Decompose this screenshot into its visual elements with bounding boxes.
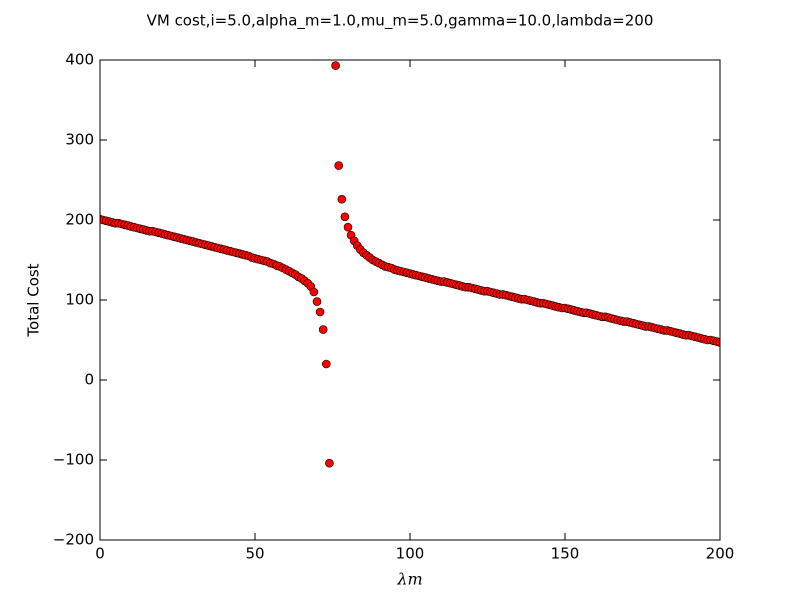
point <box>337 194 347 204</box>
point <box>331 61 340 70</box>
x-axis-label: λm <box>396 570 422 589</box>
x-tick-label: 50 <box>245 545 264 563</box>
x-tick-label: 150 <box>551 545 580 563</box>
y-tick-label: 100 <box>65 291 94 309</box>
y-tick-label: 0 <box>84 371 94 389</box>
y-tick-label: −100 <box>53 451 94 469</box>
point <box>343 222 353 232</box>
point <box>309 287 319 297</box>
point <box>312 297 322 306</box>
plot-frame <box>99 59 721 541</box>
point <box>715 338 720 347</box>
point <box>315 307 325 317</box>
point <box>340 212 350 222</box>
x-tick-label: 0 <box>95 545 105 563</box>
point <box>318 325 328 334</box>
point <box>334 161 344 170</box>
y-tick-label: 200 <box>65 211 94 229</box>
y-axis-label: Total Cost <box>25 263 43 337</box>
chart-title: VM cost,i=5.0,alpha_m=1.0,mu_m=5.0,gamma… <box>147 12 654 31</box>
point <box>321 359 331 369</box>
point <box>325 458 334 468</box>
y-tick-label: −200 <box>53 531 94 549</box>
y-tick-label: 400 <box>65 51 94 69</box>
x-tick-label: 200 <box>706 545 735 563</box>
y-tick-label: 300 <box>65 131 94 149</box>
x-tick-label: 100 <box>396 545 425 563</box>
